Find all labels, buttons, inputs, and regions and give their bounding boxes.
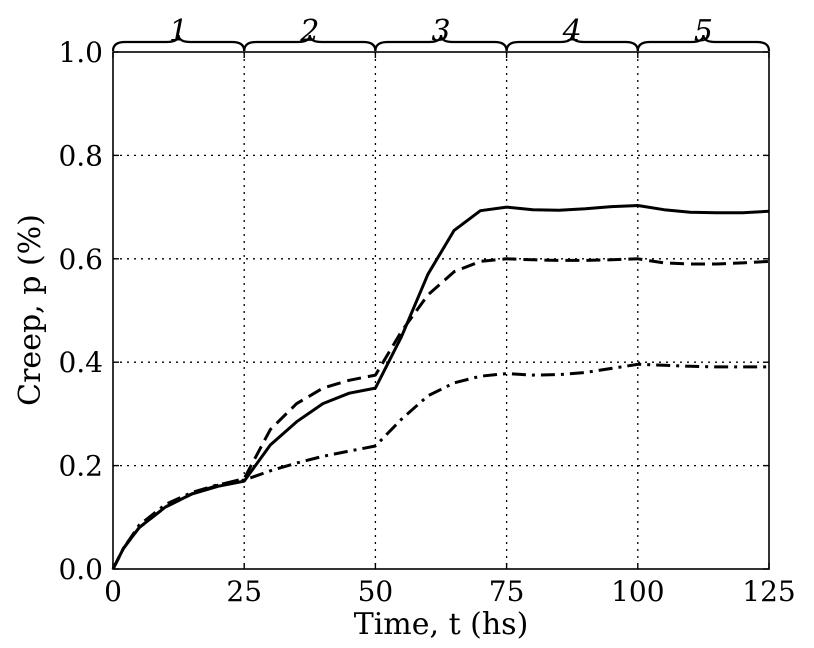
interval-brace [243,34,377,52]
y-tick-label: 0.2 [58,450,103,483]
axis-ticks: 0 25 50 75 100 125 0.0 0.2 0.4 0.6 0.8 1.0 [58,36,795,608]
x-tick-label: 0 [104,575,122,608]
y-tick-label: 0.0 [58,553,103,586]
series-line-solid [111,204,770,570]
y-tick-label: 0.8 [58,139,103,172]
interval-brace [636,34,771,52]
x-tick-label: 125 [742,575,795,608]
plot-frame [112,51,770,570]
x-tick-label: 25 [226,575,262,608]
interval-label: 3 [431,14,450,49]
series-line-dashdot [111,362,769,570]
x-tick-label: 50 [358,575,394,608]
y-axis-label: Creep, p (%) [13,214,48,406]
interval-label: 1 [169,14,188,49]
x-tick-label: 100 [611,575,664,608]
interval-label: 2 [299,14,319,49]
interval-braces: 1 2 3 4 5 [111,14,771,52]
interval-label: 4 [562,14,582,49]
series-line-dashed [111,257,770,570]
y-tick-label: 0.6 [58,243,103,276]
series-lines [111,204,770,570]
y-tick-label: 1.0 [58,36,103,69]
interval-brace [505,34,639,52]
x-tick-label: 75 [489,575,525,608]
x-axis-label: Time, t (hs) [354,607,529,642]
interval-label: 5 [694,14,713,49]
interval-brace [111,34,246,52]
interval-brace [374,34,508,52]
grid-lines [113,52,769,569]
y-tick-label: 0.4 [58,346,103,379]
